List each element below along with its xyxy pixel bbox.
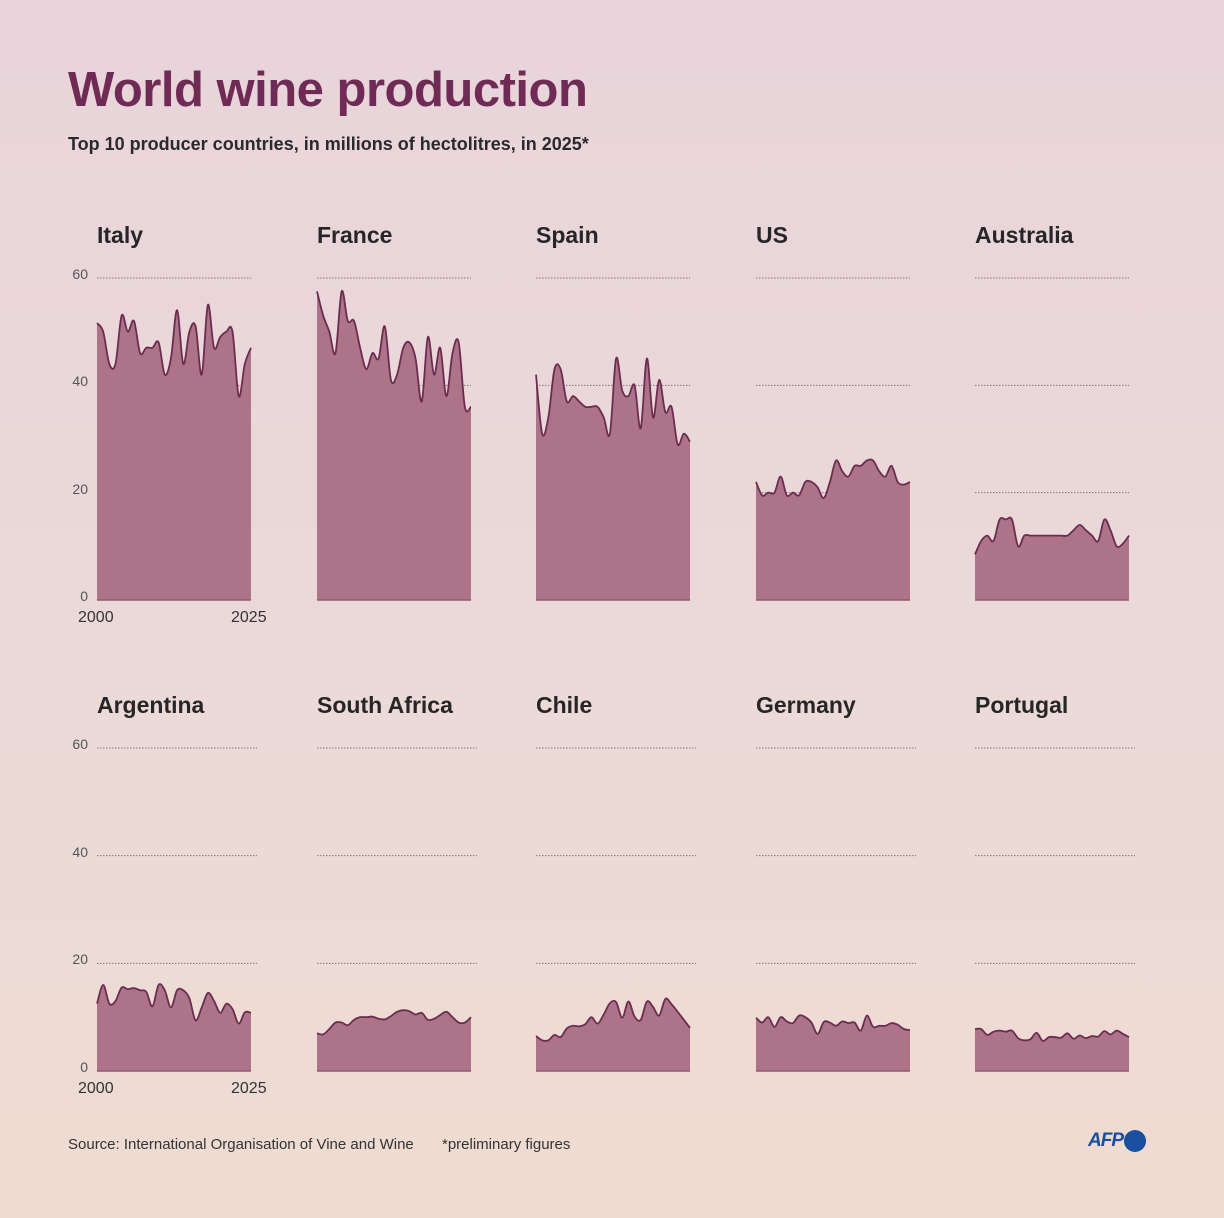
y-tick-label: 20 xyxy=(72,480,88,497)
line-south-africa xyxy=(316,1009,472,1036)
afp-logo-dot-icon xyxy=(1124,1130,1146,1152)
line-chile xyxy=(535,997,691,1042)
area-germany xyxy=(756,1015,910,1071)
y-tick-label: 40 xyxy=(72,843,88,860)
y-tick-label: 60 xyxy=(72,266,88,282)
area-spain xyxy=(536,357,690,600)
x-tick-label: 2000 xyxy=(78,1080,114,1097)
line-argentina xyxy=(96,983,252,1025)
panel-title: Spain xyxy=(536,222,599,248)
panel-title: Argentina xyxy=(97,692,205,718)
y-tick-label: 20 xyxy=(72,951,88,968)
y-tick-label: 60 xyxy=(72,736,88,752)
panel-title: US xyxy=(756,222,788,248)
panel-title: Portugal xyxy=(975,692,1069,718)
panel-title: Australia xyxy=(975,222,1074,248)
preliminary-note: *preliminary figures xyxy=(442,1136,571,1153)
y-tick-label: 40 xyxy=(72,373,88,390)
line-italy xyxy=(96,303,252,398)
chart-title: World wine production xyxy=(68,63,588,117)
line-france xyxy=(316,290,472,413)
line-us xyxy=(755,458,911,499)
area-france xyxy=(317,290,471,600)
area-south-africa xyxy=(317,1010,471,1071)
panel-title: South Africa xyxy=(317,692,453,718)
area-us xyxy=(756,459,910,600)
afp-logo-text: AFP xyxy=(1088,1130,1124,1151)
line-spain xyxy=(535,356,691,447)
chart-subtitle: Top 10 producer countries, in millions o… xyxy=(68,134,589,154)
area-portugal xyxy=(975,1028,1129,1071)
line-australia xyxy=(974,516,1130,555)
area-australia xyxy=(975,517,1129,600)
afp-logo: AFP xyxy=(1088,1130,1146,1152)
line-portugal xyxy=(974,1027,1130,1042)
y-tick-label: 0 xyxy=(80,1059,88,1075)
panel-title: Italy xyxy=(97,222,144,248)
source-note: Source: International Organisation of Vi… xyxy=(68,1136,414,1153)
x-tick-label: 2025 xyxy=(231,609,267,626)
panel-title: France xyxy=(317,222,393,248)
x-tick-label: 2025 xyxy=(231,1080,267,1097)
area-argentina xyxy=(97,984,251,1071)
x-tick-label: 2000 xyxy=(78,609,114,626)
area-chile xyxy=(536,998,690,1071)
y-tick-label: 0 xyxy=(80,588,88,604)
area-italy xyxy=(97,304,251,600)
panel-title: Germany xyxy=(756,692,856,718)
panel-title: Chile xyxy=(536,692,593,718)
line-germany xyxy=(755,1014,911,1035)
